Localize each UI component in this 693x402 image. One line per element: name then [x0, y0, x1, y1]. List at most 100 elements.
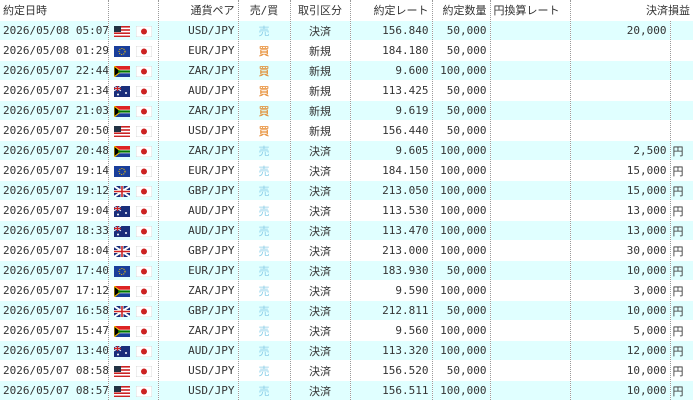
trade-row[interactable]: 2026/05/07 08:58 USD/JPY 売決済 156.520 50,000… [0, 360, 693, 381]
pnl-cell: 10,000 [570, 260, 671, 281]
trade-row[interactable]: 2026/05/07 19:04 AUD/JPY 売決済 113.530 100,00… [0, 200, 693, 221]
pnl-cell: 3,000 [570, 280, 671, 301]
kind-cell: 新規 [290, 60, 351, 81]
pnl-cell: 10,000 [570, 380, 671, 401]
datetime-cell: 2026/05/07 19:12 [0, 180, 109, 201]
rate-cell: 213.050 [350, 180, 433, 201]
header-cell [108, 0, 159, 21]
jpy-rate-cell [490, 300, 571, 321]
pair-cell: ZAR/JPY [158, 60, 239, 81]
quantity-cell: 100,000 [432, 320, 491, 341]
trade-row[interactable]: 2026/05/07 18:04 GBP/JPY 売決済 213.000 100,00… [0, 240, 693, 261]
trade-row[interactable]: 2026/05/07 20:48 ZAR/JPY 売決済 9.605 100,000 2… [0, 140, 693, 161]
unit-cell: 円 [670, 160, 693, 181]
trade-row[interactable]: 2026/05/07 19:14 EUR/JPY 売決済 184.150 100,00… [0, 160, 693, 181]
side-cell: 買 [238, 100, 291, 121]
flag-icon [113, 205, 130, 217]
flag-icon [113, 244, 131, 258]
datetime-cell: 2026/05/07 19:04 [0, 200, 109, 221]
pair-cell: ZAR/JPY [158, 100, 239, 121]
unit-cell: 円 [670, 220, 693, 241]
flag-cell [108, 20, 159, 41]
unit-cell [670, 60, 693, 81]
jpy-rate-cell [490, 140, 571, 161]
pnl-cell: 10,000 [570, 300, 671, 321]
pair-cell: ZAR/JPY [158, 140, 239, 161]
side-cell: 売 [238, 160, 291, 181]
pair-cell: USD/JPY [158, 380, 239, 401]
side-cell: 売 [238, 240, 291, 261]
unit-cell [670, 100, 693, 121]
pnl-cell: 20,000 [570, 20, 671, 41]
side-cell: 売 [238, 380, 291, 401]
unit-cell: 円 [670, 200, 693, 221]
trade-row[interactable]: 2026/05/07 18:33 AUD/JPY 売決済 113.470 100,00… [0, 220, 693, 241]
datetime-cell: 2026/05/07 15:47 [0, 320, 109, 341]
pnl-cell: 2,500 [570, 140, 671, 161]
trade-row[interactable]: 2026/05/07 08:57 USD/JPY 売決済 156.511 100,00… [0, 380, 693, 401]
rate-cell: 113.530 [350, 200, 433, 221]
quantity-cell: 50,000 [432, 100, 491, 121]
flag-icon [136, 45, 153, 57]
pair-cell: USD/JPY [158, 360, 239, 381]
header-cell[interactable]: 決済損益 [570, 0, 693, 21]
header-cell[interactable]: 通貨ペア [158, 0, 239, 21]
rate-cell: 184.180 [350, 40, 433, 61]
trade-row[interactable]: 2026/05/08 01:29 EUR/JPY 買新規 184.180 50,000 [0, 40, 693, 61]
pnl-cell: 10,000 [570, 360, 671, 381]
quantity-cell: 100,000 [432, 180, 491, 201]
quantity-cell: 100,000 [432, 220, 491, 241]
flag-cell [108, 140, 159, 161]
kind-cell: 決済 [290, 340, 351, 361]
flag-icon [136, 145, 153, 157]
flag-cell [108, 360, 159, 381]
trade-row[interactable]: 2026/05/07 19:12 GBP/JPY 売決済 213.050 100,00… [0, 180, 693, 201]
trade-row[interactable]: 2026/05/07 17:40 EUR/JPY 売決済 183.930 50,000… [0, 260, 693, 281]
header-cell[interactable]: 円換算レート [490, 0, 571, 21]
quantity-cell: 100,000 [432, 280, 491, 301]
trade-row[interactable]: 2026/05/07 22:44 ZAR/JPY 買新規 9.600 100,000 [0, 60, 693, 81]
flag-icon [113, 144, 130, 158]
datetime-cell: 2026/05/07 20:48 [0, 140, 109, 161]
rate-cell: 156.840 [350, 20, 433, 41]
unit-cell: 円 [670, 140, 693, 161]
kind-cell: 決済 [290, 320, 351, 341]
rate-cell: 9.619 [350, 100, 433, 121]
pnl-cell: 12,000 [570, 340, 671, 361]
side-cell: 売 [238, 140, 291, 161]
side-cell: 売 [238, 340, 291, 361]
flag-cell [108, 280, 159, 301]
jpy-rate-cell [490, 340, 571, 361]
header-row: 約定日時 通貨ペア 売/買 取引区分 約定レート 約定数量 円換算レート 決済損… [0, 0, 693, 21]
flag-icon [136, 165, 153, 177]
trade-row[interactable]: 2026/05/08 05:07 USD/JPY 売決済 156.840 50,000… [0, 20, 693, 41]
flag-icon [136, 245, 153, 257]
flag-icon [136, 385, 153, 397]
trade-row[interactable]: 2026/05/07 21:03 ZAR/JPY 買新規 9.619 50,000 [0, 100, 693, 121]
kind-cell: 決済 [290, 360, 351, 381]
flag-icon [136, 345, 153, 357]
flag-cell [108, 300, 159, 321]
trade-row[interactable]: 2026/05/07 20:50 USD/JPY 買新規 156.440 50,000 [0, 120, 693, 141]
rate-cell: 9.560 [350, 320, 433, 341]
trade-row[interactable]: 2026/05/07 16:58 GBP/JPY 売決済 212.811 50,000… [0, 300, 693, 321]
header-cell[interactable]: 約定レート [350, 0, 433, 21]
quantity-cell: 100,000 [432, 240, 491, 261]
header-cell[interactable]: 売/買 [238, 0, 291, 21]
side-cell: 売 [238, 220, 291, 241]
trade-row[interactable]: 2026/05/07 21:34 AUD/JPY 買新規 113.425 50,000 [0, 80, 693, 101]
header-cell[interactable]: 約定数量 [432, 0, 491, 21]
header-cell[interactable]: 取引区分 [290, 0, 351, 21]
trade-row[interactable]: 2026/05/07 13:40 AUD/JPY 売決済 113.320 100,00… [0, 340, 693, 361]
side-cell: 買 [238, 40, 291, 61]
datetime-cell: 2026/05/07 18:04 [0, 240, 109, 261]
jpy-rate-cell [490, 20, 571, 41]
header-cell[interactable]: 約定日時 [0, 0, 109, 21]
flag-cell [108, 80, 159, 101]
trade-row[interactable]: 2026/05/07 15:47 ZAR/JPY 売決済 9.560 100,000 5… [0, 320, 693, 341]
flag-icon [136, 305, 153, 317]
flag-icon [136, 65, 153, 77]
trade-row[interactable]: 2026/05/07 17:12 ZAR/JPY 売決済 9.590 100,000 3… [0, 280, 693, 301]
